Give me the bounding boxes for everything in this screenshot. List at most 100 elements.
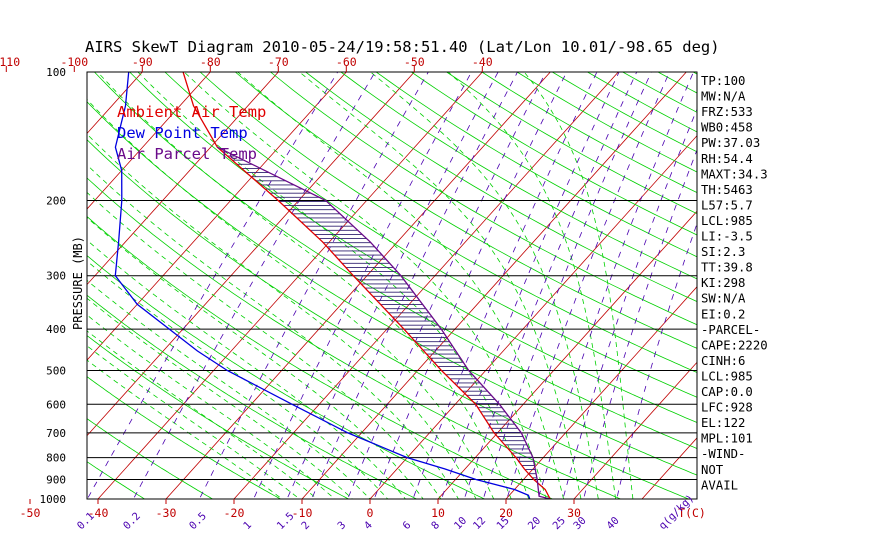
isotherm-line (97, 72, 483, 499)
isotherm-line (233, 72, 619, 499)
stat-entry: EL:122 (701, 416, 745, 430)
isotherm-line (165, 72, 551, 499)
series-line (182, 72, 551, 499)
stat-entry: MAXT:34.3 (701, 167, 768, 181)
isotherm-line (87, 72, 415, 437)
dry-adiabat-line (129, 72, 697, 423)
pressure-tick-label: 200 (46, 195, 66, 208)
stat-entry: -WIND- (701, 447, 745, 461)
top-temp-tick-label: -100 (60, 55, 88, 69)
stat-entry: MPL:101 (701, 432, 753, 446)
stat-entry: NOT (701, 463, 724, 477)
grid-lines (0, 52, 870, 508)
bottom-temp-unit: T(C) (678, 506, 706, 520)
moist-adiabat-line (87, 216, 424, 499)
isotherm-line (573, 361, 697, 499)
pressure-tick-label: 1000 (40, 493, 67, 506)
dry-adiabat-line (87, 101, 697, 476)
dry-adiabat-line (199, 72, 697, 373)
moist-adiabat-line (87, 239, 407, 499)
stat-entry: -PARCEL- (701, 323, 760, 337)
stat-entry: SI:2.3 (701, 245, 745, 259)
isotherm-line (0, 52, 24, 508)
mixing-ratio-tick-label: 6 (401, 519, 414, 532)
bottom-temp-tick-label: -40 (88, 506, 109, 520)
stat-entry: EI:0.2 (701, 307, 745, 321)
dry-adiabat-line (269, 72, 697, 326)
isotherm-line (437, 210, 697, 499)
stat-entry: TT:39.8 (701, 261, 753, 275)
legend: Ambient Air Temp Dew Point Temp Air Parcel… (117, 103, 266, 163)
dry-adiabat-line (481, 72, 697, 194)
isotherm-line (87, 72, 347, 361)
mixing-ratio-tick-label: 4 (362, 519, 375, 532)
dry-adiabat-line (87, 461, 146, 499)
stat-entry: FRZ:533 (701, 105, 753, 119)
isotherm-line (87, 72, 279, 286)
profile-lines (114, 72, 551, 499)
pressure-tick-label: 800 (46, 452, 66, 465)
stat-entry: LFC:928 (701, 401, 753, 415)
mixing-ratio-line (583, 148, 697, 499)
mixing-ratio-tick-label: 1 (241, 519, 254, 532)
mixing-ratio-line (311, 72, 518, 499)
isotherm-line (505, 286, 697, 499)
moist-adiabat-line (369, 72, 599, 499)
stat-entry: CAPE:2220 (701, 338, 768, 352)
mixing-ratio-tick-label: 20 (526, 515, 543, 532)
legend-entry: Ambient Air Temp (117, 103, 266, 121)
axes: 1002003004005006007008009001000PRESSURE … (0, 55, 706, 532)
stat-entry: WB0:458 (701, 121, 753, 135)
stat-entry: MW:N/A (701, 90, 746, 104)
moist-adiabat-line (137, 72, 530, 499)
top-temp-tick-label: -70 (268, 55, 289, 69)
dry-adiabat-line (234, 72, 697, 349)
stat-entry: SW:N/A (701, 292, 746, 306)
mixing-ratio-line (562, 108, 697, 499)
mixing-ratio-tick-label: 2 (299, 519, 312, 532)
mixing-ratio-tick-label: 25 (551, 515, 568, 532)
moist-adiabat-line (87, 191, 442, 499)
moist-adiabat-line (87, 314, 336, 499)
top-temp-tick-label: -40 (472, 55, 493, 69)
pressure-tick-label: 600 (46, 398, 66, 411)
stat-entry: LCL:985 (701, 369, 753, 383)
stat-entry: KI:298 (701, 276, 745, 290)
isotherm-line (770, 52, 870, 508)
mixing-ratio-tick-label: 10 (452, 515, 469, 532)
dry-adiabat-line (516, 72, 697, 173)
top-temp-tick-label: -60 (336, 55, 357, 69)
moist-adiabat-line (87, 260, 389, 499)
plot-frame (86, 71, 698, 500)
stat-entry: CAP:0.0 (701, 385, 753, 399)
dry-adiabat-line (164, 72, 697, 398)
top-temp-tick-label: -110 (0, 55, 20, 69)
mixing-ratio-tick-label: 40 (604, 515, 621, 532)
moist-adiabat-line (447, 72, 617, 499)
stat-entry: RH:54.4 (701, 152, 753, 166)
mixing-ratio-tick-label: 8 (429, 519, 442, 532)
isotherm-line (87, 72, 211, 210)
dry-adiabat-line (87, 216, 554, 499)
top-temp-tick-label: -90 (132, 55, 153, 69)
isotherm-line (369, 135, 697, 499)
legend-entry: Air Parcel Temp (117, 145, 257, 163)
mixing-ratio-line (286, 72, 499, 499)
dry-adiabat-line (93, 72, 697, 449)
mixing-ratio-tick-label: 0.5 (187, 510, 209, 532)
mixing-ratio-tick-label: 0.2 (121, 510, 143, 532)
stat-entry: TP:100 (701, 74, 745, 88)
mixing-ratio-line (537, 72, 694, 499)
mixing-ratio-line (412, 72, 598, 499)
stat-entry: CINH:6 (701, 354, 745, 368)
mixing-ratio-line (482, 72, 652, 499)
moist-adiabat-line (237, 72, 565, 499)
dry-adiabat-line (375, 72, 697, 258)
y-axis-label: PRESSURE (MB) (71, 236, 85, 330)
bottom-temp-tick-label: 10 (431, 506, 445, 520)
mixing-ratio-line (132, 72, 376, 499)
pressure-tick-label: 300 (46, 270, 66, 283)
isotherm-line (301, 72, 687, 499)
dry-adiabat-line (87, 376, 282, 499)
bottom-temp-tick-label: -50 (20, 506, 41, 520)
